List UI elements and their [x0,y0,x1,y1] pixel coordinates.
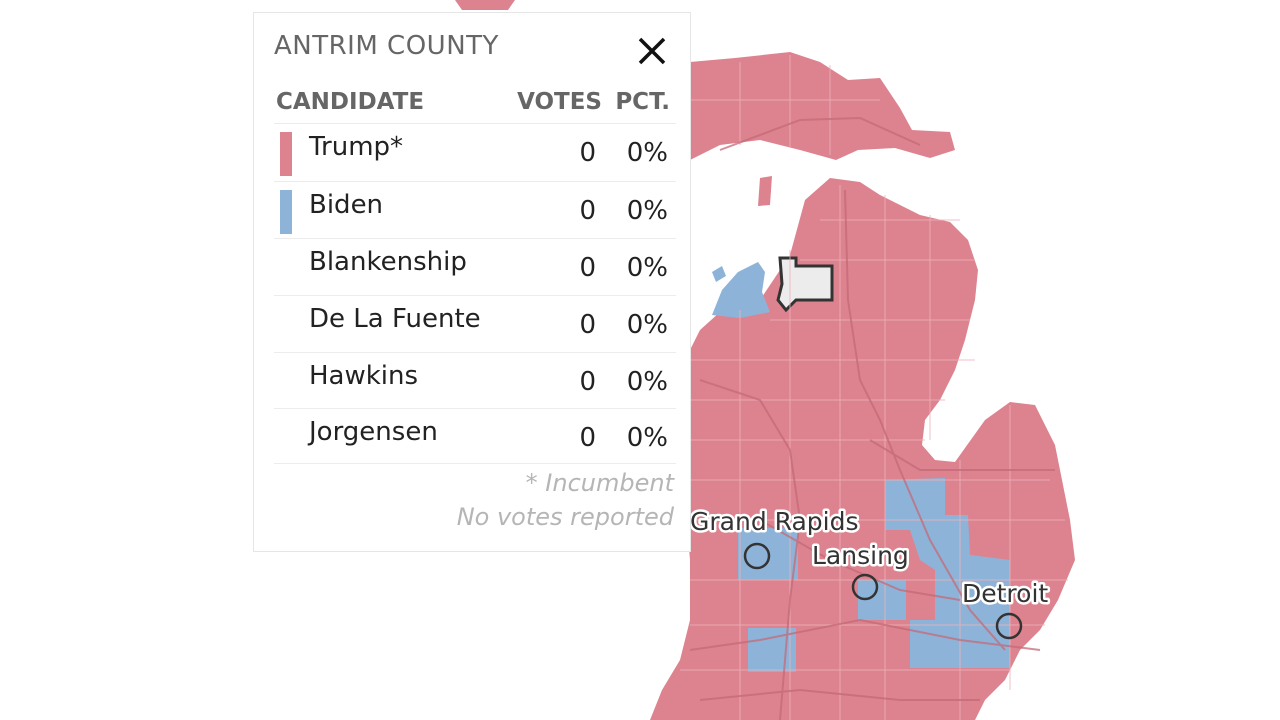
upper-peninsula [690,52,955,160]
city-marker [995,612,1023,640]
candidate-pct: 0% [626,423,668,453]
candidate-votes: 0 [579,310,596,340]
county-leelanau [712,262,770,318]
party-swatch-democrat [280,190,292,234]
state-sliver [455,0,515,10]
candidate-pct: 0% [626,196,668,226]
candidate-row: Trump* 0 0% [274,123,676,180]
city-label-lansing: Lansing [812,541,909,570]
candidate-row: Jorgensen 0 0% [274,408,676,465]
header-votes: VOTES [517,89,602,115]
candidate-votes: 0 [579,423,596,453]
candidate-name: Hawkins [309,361,419,391]
candidate-votes: 0 [579,196,596,226]
candidate-row: Biden 0 0% [274,181,676,238]
city-detroit[interactable]: Detroit [960,577,1051,640]
island-small [712,266,726,282]
candidate-row: Blankenship 0 0% [274,238,676,295]
footnote-incumbent: * Incumbent [525,469,674,497]
highways [689,116,1055,720]
close-button[interactable] [634,33,670,69]
candidate-name: Trump* [309,132,404,162]
header-candidate: CANDIDATE [276,89,425,115]
party-swatch-republican [280,132,292,176]
candidate-name: Jorgensen [309,417,438,447]
city-marker [743,542,771,570]
candidate-pct: 0% [626,310,668,340]
candidate-votes: 0 [579,253,596,283]
candidate-votes: 0 [579,367,596,397]
city-grand-rapids[interactable]: Grand Rapids [688,505,861,570]
table-divider [274,463,676,464]
city-lansing[interactable]: Lansing [810,539,911,601]
candidate-row: De La Fuente 0 0% [274,295,676,352]
candidate-name: Blankenship [309,247,467,277]
candidate-pct: 0% [626,367,668,397]
candidate-name: De La Fuente [309,304,481,334]
candidate-pct: 0% [626,253,668,283]
county-results-popup: ANTRIM COUNTY CANDIDATE VOTES PCT. Trump… [253,12,691,552]
island [758,176,772,206]
county-antrim-selected[interactable] [776,256,834,313]
county-borders [680,55,1068,720]
candidate-name: Biden [309,190,384,220]
footnote-status: No votes reported [456,503,674,531]
header-pct: PCT. [615,89,670,115]
candidate-row: Hawkins 0 0% [274,352,676,409]
city-marker [851,573,879,601]
candidate-votes: 0 [579,138,596,168]
candidate-pct: 0% [626,138,668,168]
city-label-detroit: Detroit [962,579,1048,608]
city-label-grand-rapids: Grand Rapids [690,507,858,536]
popup-title: ANTRIM COUNTY [274,31,499,61]
close-icon [638,37,666,65]
